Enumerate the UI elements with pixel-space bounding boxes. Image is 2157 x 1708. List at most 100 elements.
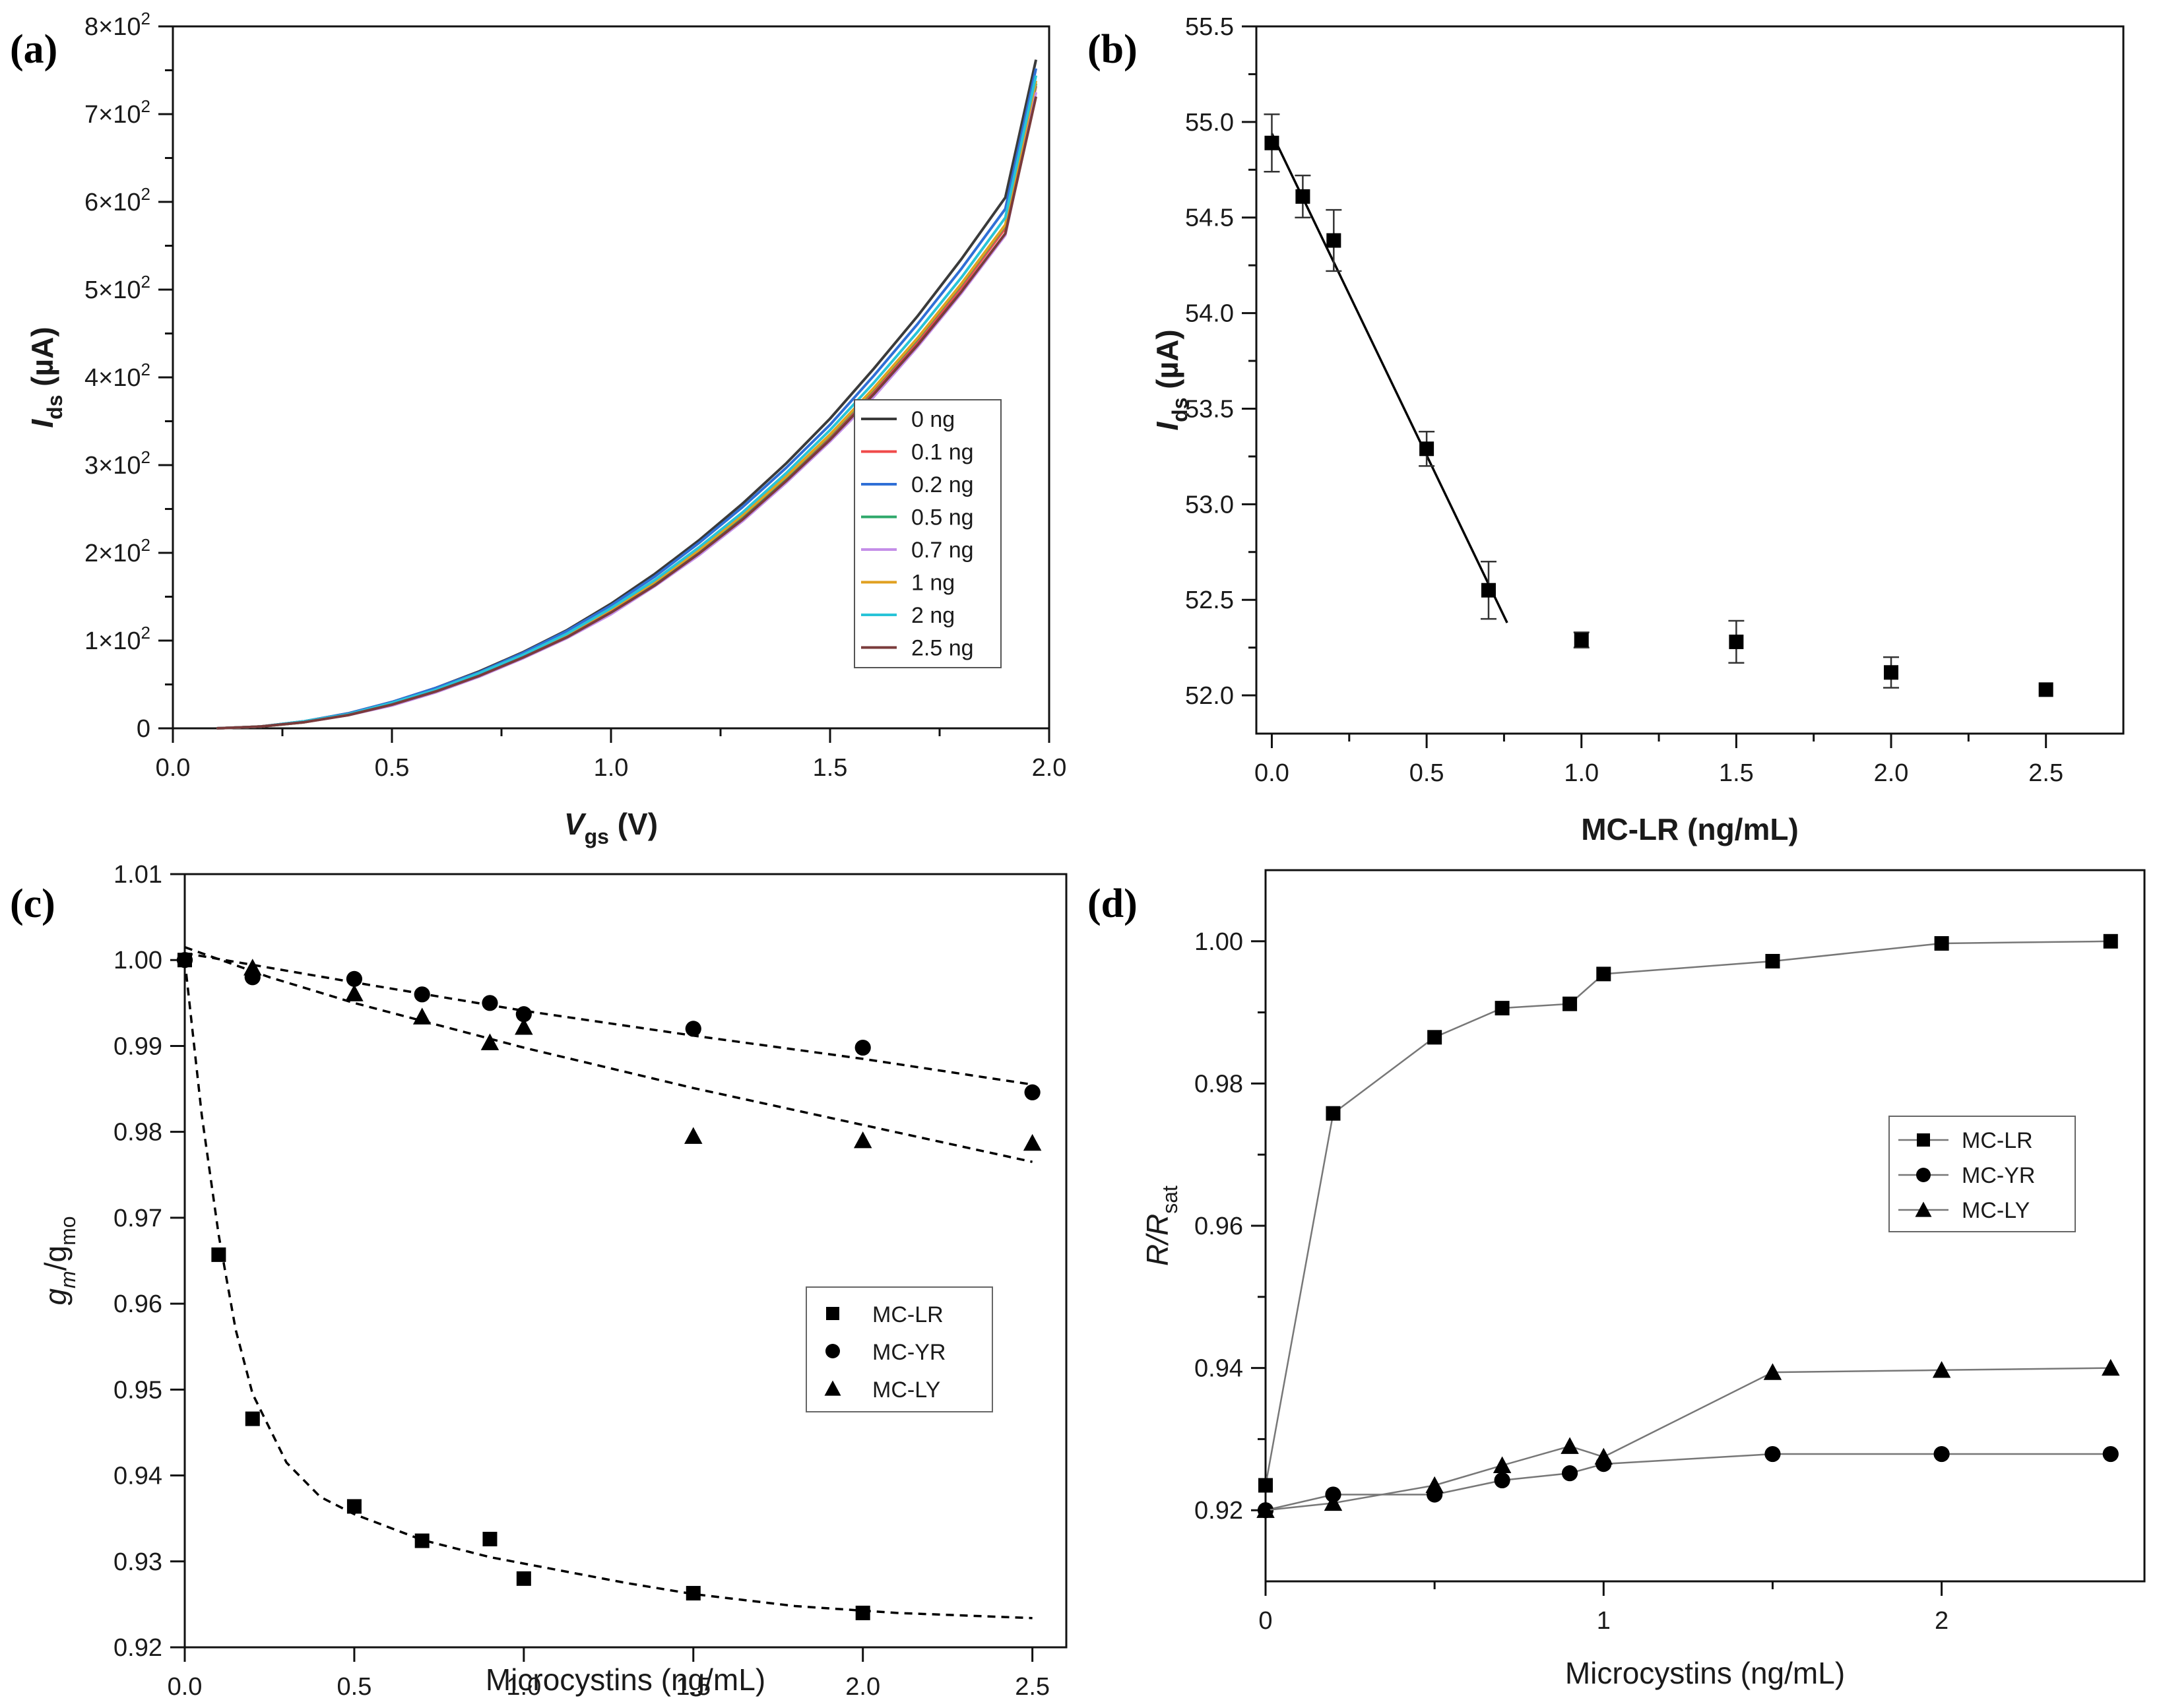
x-axis-title: Microcystins (ng/mL)	[486, 1662, 765, 1697]
x-tick-label: 0.0	[1254, 759, 1289, 787]
data-point-MC-YR	[1764, 1445, 1781, 1463]
data-point-MC-YR	[2102, 1445, 2119, 1463]
y-tick-label: 4×102	[84, 360, 150, 392]
data-point-MC-LY	[1324, 1494, 1343, 1511]
y-tick-label: 55.5	[1185, 13, 1234, 41]
legend-label: MC-LR	[1962, 1128, 2033, 1153]
data-point-MC-LR	[245, 1411, 260, 1426]
y-tick-label: 1×102	[84, 623, 150, 655]
y-tick-label: 0.97	[113, 1205, 162, 1232]
y-tick-label: 0.99	[113, 1032, 162, 1060]
legend-label: 0 ng	[911, 407, 955, 432]
data-point	[1884, 665, 1899, 680]
data-point-MC-YR	[176, 952, 193, 968]
x-tick-label: 0.5	[375, 754, 410, 782]
data-point-MC-LY	[1561, 1437, 1579, 1454]
y-tick-label: 1.00	[1194, 928, 1243, 956]
y-tick-label: 2×102	[84, 535, 150, 567]
panel-label: (c)	[10, 881, 55, 926]
data-point-MC-YR	[1024, 1084, 1041, 1100]
legend-marker	[1915, 1201, 1932, 1217]
data-point-MC-LR	[855, 1605, 870, 1620]
data-point-MC-LY	[515, 1018, 533, 1035]
y-tick-label: 0.92	[1194, 1497, 1243, 1525]
x-tick-label: 1.0	[594, 754, 629, 782]
data-point-MC-YR	[1561, 1465, 1578, 1482]
data-point	[1481, 583, 1496, 598]
plot-frame	[183, 873, 1068, 1649]
legend: 0 ng 0.1 ng 0.2 ng 0.5 ng 0.7 ng 1 ng 2 ng 2.5 …	[854, 399, 1002, 668]
fit-curve-MC-LR	[183, 960, 1033, 1620]
data-point-MC-LY	[1932, 1361, 1951, 1378]
data-point-MC-LY	[1594, 1447, 1613, 1465]
x-tick-label: 2.5	[1015, 1673, 1050, 1701]
x-tick-label: 1.5	[1719, 759, 1754, 787]
data-point-MC-LR	[1427, 1030, 1442, 1045]
x-tick-label: 1.5	[813, 754, 848, 782]
panel-label: (b)	[1087, 27, 1138, 72]
data-point-MC-YR	[685, 1021, 701, 1037]
x-tick-label: 2	[1935, 1607, 1948, 1635]
data-point-MC-LY	[345, 984, 364, 1001]
x-tick-label: 0.5	[337, 1673, 372, 1701]
data-point-MC-LR	[1258, 1478, 1273, 1493]
y-tick-label: 54.5	[1185, 205, 1234, 232]
y-axis-title: gm/gmo	[38, 1216, 80, 1305]
x-tick-label: 2.0	[845, 1673, 880, 1701]
series-line-MC-LY	[1265, 1367, 2111, 1511]
fit-curve-MC-YR	[184, 952, 1033, 1086]
legend: MC-LR MC-YR MC-LY	[1888, 1116, 2076, 1232]
data-point-MC-LR	[1934, 936, 1949, 951]
chart-b: 0.0 0.5 1.0 1.5 2.0 2.5 52.0 52.5 53.0 53.5 54.0 54…	[1087, 13, 2125, 846]
legend-label: MC-LR	[872, 1302, 944, 1327]
y-tick-label: 55.0	[1185, 109, 1234, 137]
data-point	[1574, 633, 1589, 648]
data-point-MC-LR	[1765, 953, 1780, 968]
y-tick-label: 0.98	[1194, 1070, 1243, 1098]
fit-line	[1270, 133, 1508, 623]
legend: MC-LR MC-YR MC-LY	[806, 1286, 993, 1412]
y-tick-label: 0.93	[113, 1548, 162, 1576]
x-axis-title: Vgs (V)	[564, 807, 658, 848]
data-point-MC-LY	[243, 959, 262, 976]
panel-label: (a)	[10, 27, 57, 72]
x-tick-label: 0.0	[156, 754, 191, 782]
data-point-MC-LR	[346, 1499, 362, 1514]
legend-marker	[1916, 1168, 1931, 1182]
data-point-MC-LR	[516, 1571, 531, 1586]
data-point-MC-LY	[853, 1131, 872, 1149]
x-tick-label: 1.0	[506, 1673, 541, 1701]
data-point-MC-LY	[684, 1127, 703, 1144]
data-point	[1295, 189, 1310, 204]
data-point-MC-YR	[482, 995, 498, 1011]
x-tick-label: 2.5	[2028, 759, 2063, 787]
y-tick-label: 52.5	[1185, 586, 1234, 614]
data-point-MC-LY	[412, 1007, 432, 1025]
data-point	[1264, 135, 1279, 150]
legend-label: MC-LY	[872, 1377, 940, 1403]
fit-curve-MC-LY	[184, 946, 1033, 1163]
data-point	[1729, 634, 1744, 649]
y-tick-label: 5×102	[84, 272, 150, 304]
x-tick-label: 2.0	[1874, 759, 1909, 787]
data-point	[1326, 233, 1341, 248]
x-tick-label: 0.5	[1409, 759, 1444, 787]
data-point-MC-LR	[1596, 966, 1611, 982]
legend-box	[854, 399, 1002, 668]
data-point-MC-LY	[1425, 1476, 1444, 1494]
data-point-MC-YR	[854, 1039, 871, 1056]
data-point-MC-LR	[211, 1247, 226, 1262]
data-point-MC-LY	[1493, 1456, 1512, 1473]
data-point-MC-LR	[2103, 933, 2118, 949]
legend-marker	[824, 1380, 841, 1396]
plot-frame	[1255, 25, 2125, 735]
y-tick-label: 0.95	[113, 1376, 162, 1404]
data-point-MC-LY	[2102, 1358, 2120, 1376]
y-axis-title: Ids (µA)	[25, 327, 67, 427]
data-point	[1419, 441, 1434, 457]
series-line-2.5-ng	[216, 96, 1038, 730]
x-tick-label: 1	[1597, 1607, 1611, 1635]
legend-label: 1 ng	[911, 571, 955, 596]
data-point-MC-YR	[515, 1006, 532, 1023]
